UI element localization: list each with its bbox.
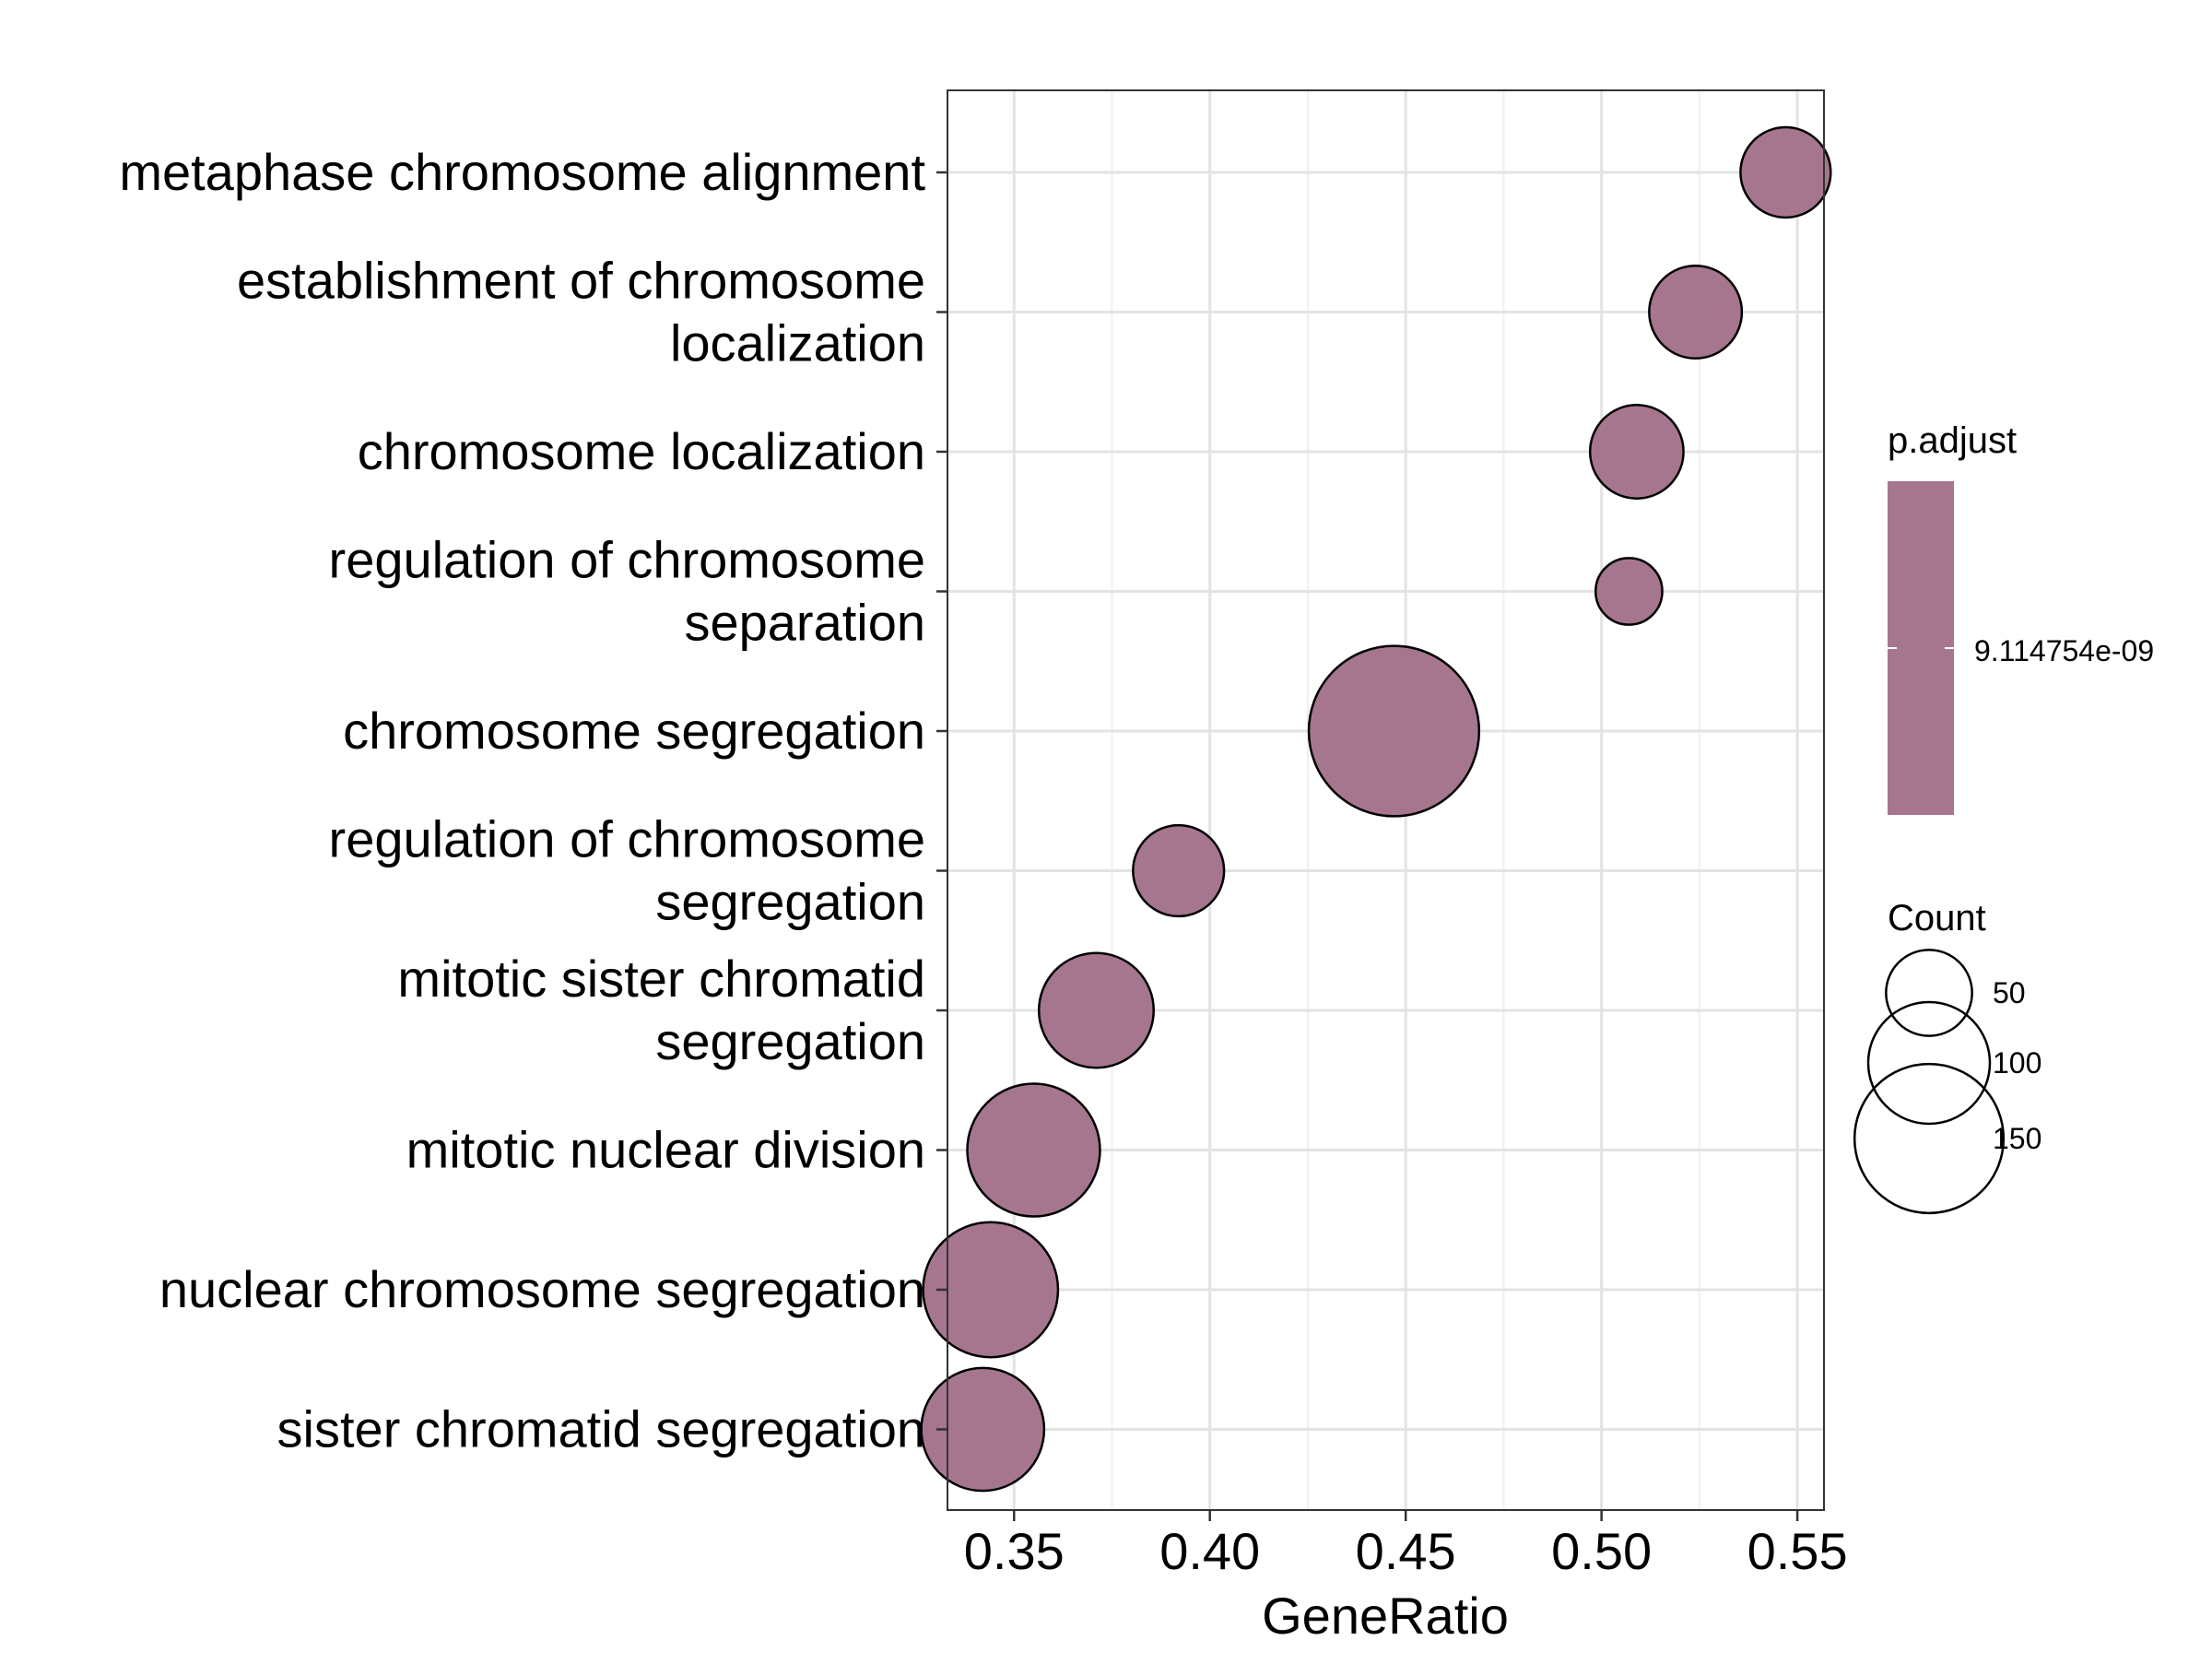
y-axis-tick-label: regulation of chromosome <box>329 531 925 589</box>
legend-count-circle <box>1866 1000 1992 1126</box>
data-point <box>1307 644 1481 818</box>
legend-count: Count 50 100 150 <box>1853 898 2041 1215</box>
y-axis-tick-label: mitotic nuclear division <box>406 1121 925 1179</box>
y-axis-tick-label: metaphase chromosome alignment <box>119 143 925 201</box>
x-axis-tick-label: 0.45 <box>1356 1522 1456 1580</box>
legend-count-label: 150 <box>1993 1122 2041 1155</box>
data-points <box>920 125 1832 1493</box>
data-point <box>1648 264 1744 360</box>
legend-count-title: Count <box>1888 898 1986 938</box>
legend-count-label: 50 <box>1993 976 2026 1009</box>
y-axis-tick-label: chromosome segregation <box>343 702 925 760</box>
data-point <box>920 1366 1046 1493</box>
data-point <box>1132 823 1226 918</box>
y-axis-tick-label: separation <box>684 594 925 652</box>
data-point <box>1594 557 1664 626</box>
legend-count-circle <box>1853 1062 2006 1215</box>
legend-count-entries: 50 100 150 <box>1853 949 2041 1215</box>
x-axis-tick-label: 0.35 <box>964 1522 1065 1580</box>
y-axis-tick-label: segregation <box>655 1012 925 1070</box>
y-axis-tick-label: mitotic sister chromatid <box>397 950 925 1008</box>
y-axis-tick-label: segregation <box>655 873 925 931</box>
data-point <box>922 1221 1060 1359</box>
y-axis-tick-label: sister chromatid segregation <box>277 1400 925 1458</box>
y-axis-tick-label: chromosome localization <box>358 422 925 480</box>
data-point <box>966 1082 1101 1218</box>
data-point <box>1588 404 1685 500</box>
legend-count-label: 100 <box>1993 1046 2041 1080</box>
panel-border <box>947 89 1825 1511</box>
legend-padjust-colorbar <box>1888 481 1954 815</box>
x-axis-tick-label: 0.55 <box>1747 1522 1848 1580</box>
data-point <box>1037 951 1155 1069</box>
x-axis-title: GeneRatio <box>1262 1587 1509 1645</box>
x-axis-tick-label: 0.50 <box>1551 1522 1652 1580</box>
y-axis-tick-label: nuclear chromosome segregation <box>159 1260 925 1318</box>
x-axis-tick-label: 0.40 <box>1159 1522 1260 1580</box>
legend-padjust-title: p.adjust <box>1888 420 2017 461</box>
legend-padjust-label: 9.114754e-09 <box>1974 634 2154 667</box>
y-axis: metaphase chromosome alignment establishm… <box>119 143 947 1458</box>
legend-count-circle <box>1885 949 1973 1037</box>
legend-padjust: p.adjust 9.114754e-09 <box>1888 420 2154 815</box>
y-axis-tick-label: regulation of chromosome <box>329 810 925 868</box>
y-axis-tick-label: establishment of chromosome <box>237 252 925 310</box>
y-axis-tick-label: localization <box>670 314 925 372</box>
data-point <box>1739 125 1832 219</box>
x-axis: 0.35 0.40 0.45 0.50 0.55 <box>964 1510 1848 1580</box>
